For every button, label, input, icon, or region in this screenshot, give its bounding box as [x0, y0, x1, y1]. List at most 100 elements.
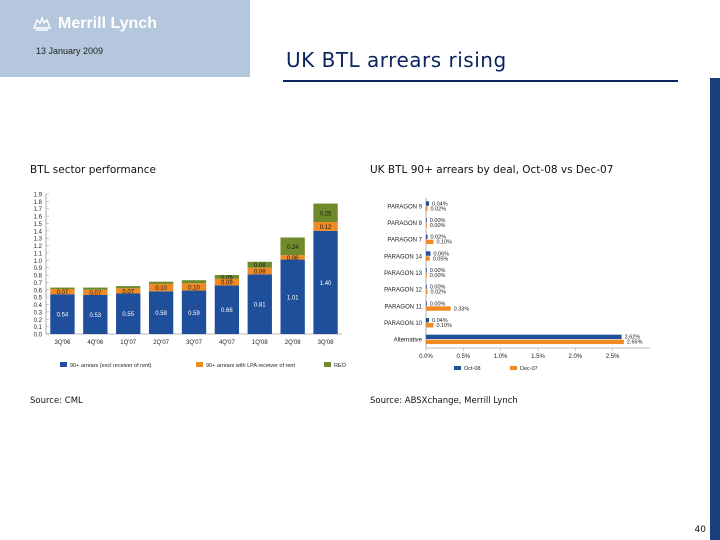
bar-value-label: 0.00% [430, 218, 446, 224]
bar-value-label: 0.02% [430, 235, 446, 241]
bar [426, 318, 429, 323]
bar-segment [148, 283, 174, 292]
right-chart-title: UK BTL 90+ arrears by deal, Oct-08 vs De… [370, 164, 614, 176]
bar-value-label: 0.00% [430, 273, 446, 279]
bar-value-label: 0.04% [432, 201, 448, 207]
report-date: 13 January 2009 [36, 46, 104, 56]
bar [426, 289, 428, 295]
bar-value-label: 0.07 [57, 290, 69, 296]
x-tick-label: 0.0% [419, 354, 433, 360]
btl-sector-performance-chart: 0.00.10.20.30.40.50.60.70.80.91.01.11.21… [34, 193, 347, 370]
bar [426, 334, 622, 340]
y-tick-label: 1.4 [34, 229, 43, 235]
bar-segment [116, 293, 141, 334]
legend-label: 90+ arrears with LPA receiver of rent [206, 363, 295, 369]
category-label: PARAGON 10 [384, 321, 423, 327]
bar-value-label: 0.59 [188, 311, 200, 317]
btl-arrears-by-deal-chart: 0.0% 0.5% 1.0% 1.5% 2.0% 2.5%PARAGON 9 0.04%0.… [384, 198, 650, 372]
bar-segment [148, 281, 174, 284]
legend-swatch [196, 362, 203, 367]
bar-segment [83, 294, 108, 334]
category-label: Alternative [394, 338, 423, 344]
brand-name: Merrill Lynch [58, 15, 157, 32]
y-tick-label: 0.4 [34, 303, 43, 309]
y-tick-label: 0.7 [34, 281, 43, 287]
bar-value-label: 0.00% [430, 285, 446, 291]
x-tick-label: 2.5% [606, 354, 620, 360]
bar-segment [247, 267, 272, 275]
y-tick-label: 1.3 [34, 237, 43, 243]
brand-logo: Merrill Lynch [32, 14, 157, 34]
bar-segment [83, 289, 108, 295]
bar [426, 239, 434, 245]
bar-value-label: 0.25 [320, 211, 332, 217]
bar-segment [50, 287, 75, 290]
category-label: PARAGON 8 [387, 221, 422, 227]
bar-segment [247, 261, 272, 268]
bar-value-label: 0.09 [221, 281, 233, 287]
bar [426, 251, 431, 256]
bar-value-label: 0.10% [436, 240, 452, 246]
bar [426, 323, 434, 328]
bar [426, 301, 427, 306]
bar-segment [181, 290, 207, 334]
bar-value-label: 0.66 [221, 308, 233, 314]
bar-value-label: 0.12 [320, 225, 332, 231]
legend-label: 90+ arrears (excl receiver of rent) [70, 363, 152, 369]
x-tick-label: 1Q'08 [252, 340, 268, 346]
y-tick-label: 0.1 [34, 325, 43, 331]
bar-value-label: 0.54 [57, 313, 69, 319]
bar [426, 256, 430, 261]
category-label: PARAGON 12 [384, 288, 423, 294]
bar-value-label: 0.05% [433, 256, 449, 262]
bar-value-label: 0.07 [122, 289, 134, 295]
bar [426, 306, 451, 311]
bar-segment [214, 275, 240, 279]
y-tick-label: 0.2 [34, 318, 43, 324]
y-tick-label: 0.3 [34, 310, 43, 316]
slide-title: UK BTL arrears rising [286, 48, 507, 72]
bar-value-label: 0.06 [287, 256, 299, 262]
bar-value-label: 0.09 [254, 270, 266, 276]
brand-block: Merrill Lynch 13 January 2009 [0, 0, 250, 77]
bar-segment [181, 280, 207, 284]
bar-segment [148, 291, 174, 334]
y-tick-label: 0.0 [34, 333, 43, 339]
title-divider [283, 80, 678, 82]
y-tick-label: 0.6 [34, 288, 43, 294]
y-tick-label: 0.5 [34, 296, 43, 302]
bar-segment [247, 274, 272, 334]
legend-swatch [510, 366, 517, 370]
x-tick-label: 2Q'08 [285, 340, 301, 346]
bar-value-label: 0.08 [254, 263, 266, 269]
bar-value-label: 0.06% [433, 251, 449, 257]
bar-value-label: 2.65% [627, 340, 643, 346]
y-tick-label: 1.0 [34, 259, 43, 265]
right-source: Source: ABSXchange, Merrill Lynch [370, 396, 518, 406]
x-tick-label: 4Q'07 [219, 340, 235, 346]
bar-value-label: 0.00% [430, 223, 446, 229]
bar-segment [116, 288, 141, 294]
bar-segment [313, 230, 338, 334]
bar-segment [50, 289, 75, 295]
bar-segment [214, 285, 240, 334]
bar [426, 218, 427, 223]
bar-segment [280, 237, 305, 256]
left-source: Source: CML [30, 396, 83, 406]
y-tick-label: 1.6 [34, 215, 43, 221]
bar [426, 268, 427, 273]
y-tick-label: 0.8 [34, 274, 43, 280]
bar-value-label: 1.40 [320, 281, 332, 287]
bar-value-label: 0.10 [188, 285, 200, 291]
x-tick-label: 3Q'08 [318, 340, 334, 346]
bar-value-label: 0.33% [454, 306, 470, 312]
y-tick-label: 0.9 [34, 266, 43, 272]
legend-label: Oct-08 [464, 366, 481, 372]
bar-value-label: 0.81 [254, 303, 266, 309]
bar-value-label: 0.05 [221, 275, 233, 281]
bar-value-label: 2.62% [625, 335, 641, 341]
category-label: PARAGON 7 [387, 238, 422, 244]
bar [426, 273, 427, 278]
legend-swatch [454, 366, 461, 370]
legend-label: Dec-07 [520, 366, 538, 372]
